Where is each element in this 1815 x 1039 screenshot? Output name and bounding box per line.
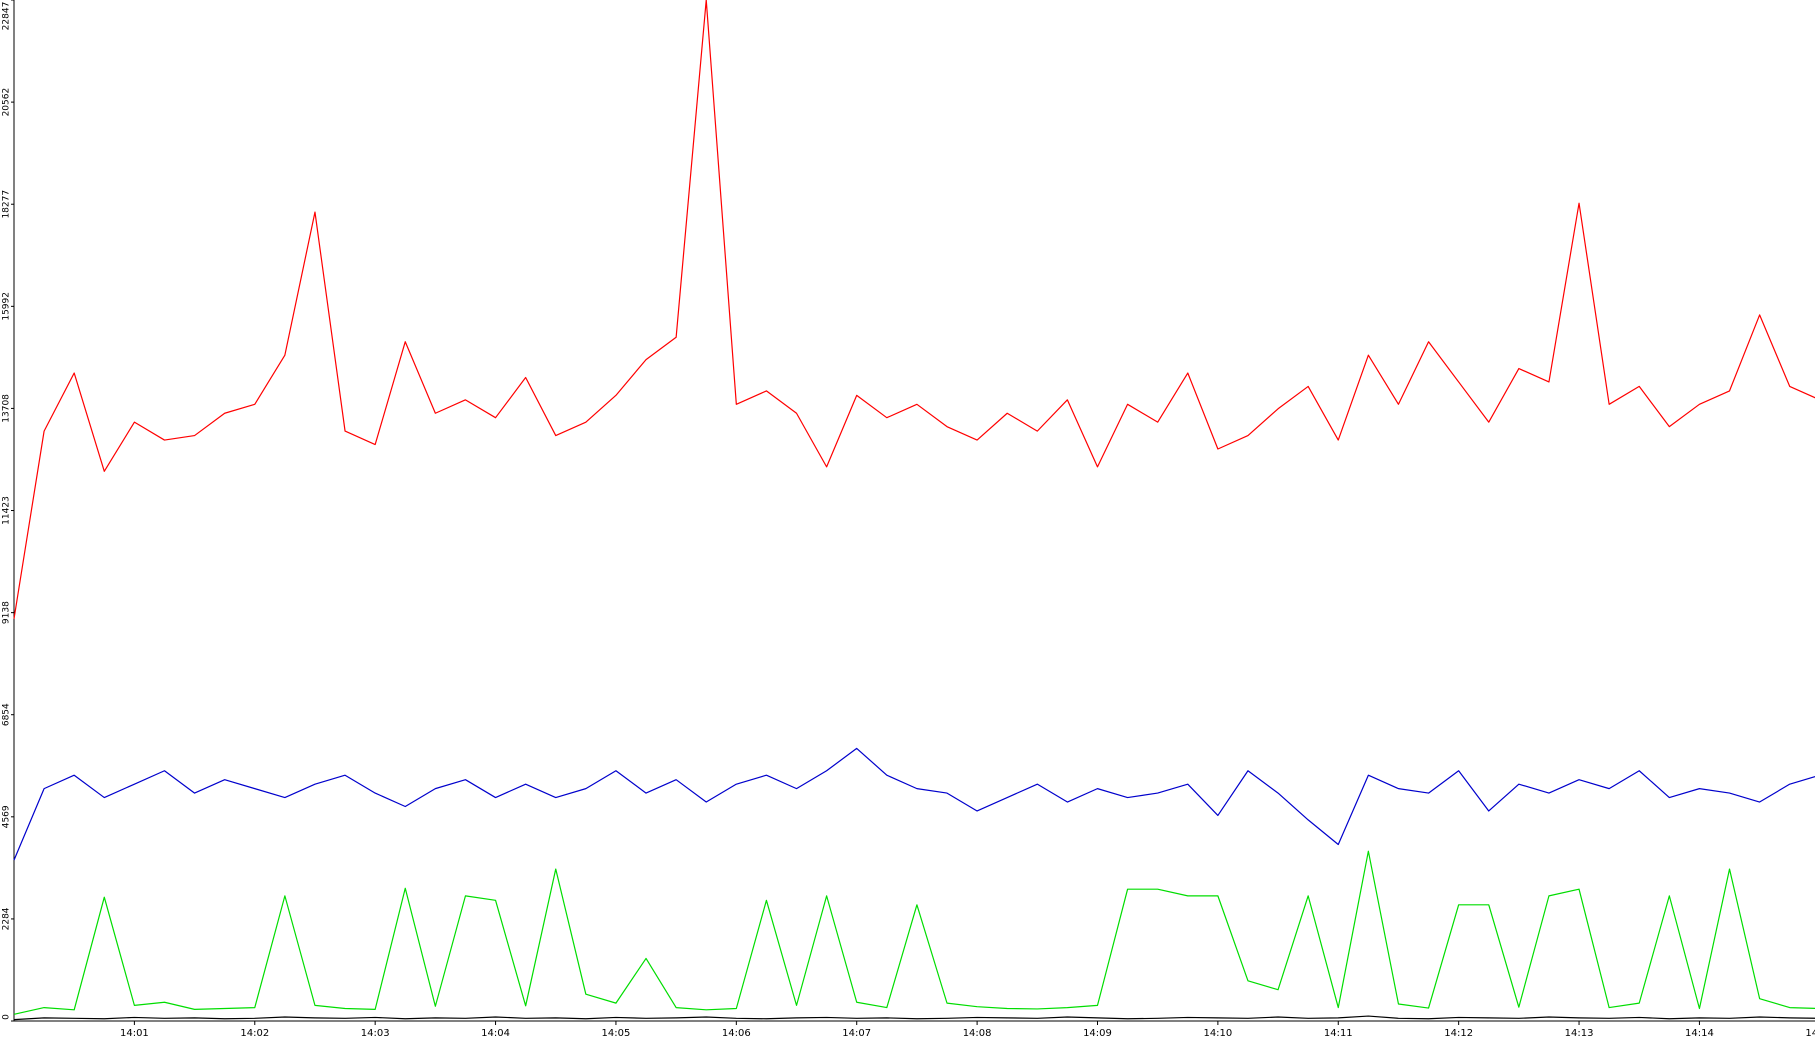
x-tick-label: 14:13 [1565, 1028, 1594, 1039]
y-tick-label: 0 [2, 1014, 12, 1020]
y-tick-label: 9138 [2, 601, 12, 624]
x-tick-label: 14:07 [842, 1028, 871, 1039]
y-tick-label: 22847 [2, 2, 12, 31]
x-tick-label: 14:03 [361, 1028, 390, 1039]
x-tick-label: 14:11 [1324, 1028, 1353, 1039]
x-tick-label: 14:09 [1083, 1028, 1112, 1039]
x-tick-label: 14:14 [1685, 1028, 1714, 1039]
x-tick-label: 14:15 [1805, 1028, 1815, 1039]
x-tick-label: 14:08 [963, 1028, 992, 1039]
x-tick-label: 14:05 [602, 1028, 631, 1039]
x-tick-label: 14:10 [1203, 1028, 1232, 1039]
series-line [13, 1015, 1815, 1021]
x-tick-label: 14:04 [481, 1028, 510, 1039]
y-tick-label: 11423 [2, 496, 12, 525]
y-tick-label: 18277 [2, 190, 12, 219]
series-line [13, 0, 1815, 619]
x-tick-label: 14:02 [240, 1028, 269, 1039]
y-tick-label: 2284 [2, 907, 12, 930]
y-tick-label: 15992 [2, 292, 12, 321]
y-tick-label: 20562 [2, 88, 12, 117]
y-tick-label: 4569 [2, 805, 12, 828]
series-line [13, 850, 1815, 1015]
x-tick-label: 14:12 [1444, 1028, 1473, 1039]
y-tick-label: 6854 [2, 703, 12, 726]
x-tick-label: 14:01 [120, 1028, 149, 1039]
x-tick-label: 14:06 [722, 1028, 751, 1039]
y-tick-label: 13708 [2, 394, 12, 423]
series-line [13, 747, 1815, 861]
